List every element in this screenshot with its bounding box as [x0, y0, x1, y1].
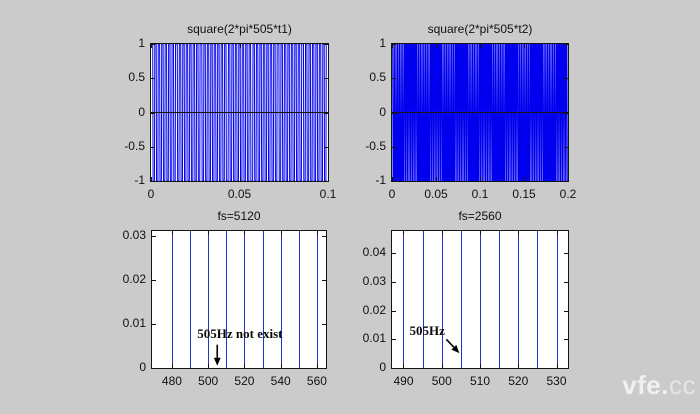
x-tick-label: 520: [508, 374, 529, 388]
subplot-spectrum-fs5120: fs=5120 480 500 520 540 560 0 0.01 0.02 0.03: [123, 209, 327, 388]
y-tick-label: -1: [375, 173, 386, 187]
x-tick-label: 490: [393, 374, 414, 388]
y-tick-label: 0.01: [362, 331, 386, 346]
subplot-signal-t2-title: square(2*pi*505*t2): [427, 22, 533, 36]
y-tick-label: 1: [379, 36, 386, 50]
watermark-brand: vfe.: [622, 370, 669, 400]
y-tick-label: 0.01: [122, 316, 146, 331]
x-tick-label: 520: [234, 374, 255, 388]
y-tick-label: -0.5: [124, 138, 145, 153]
x-tick-label: 540: [270, 374, 291, 388]
annotation-arrow: [445, 338, 460, 354]
y-tick-label: 0.02: [362, 302, 386, 317]
y-tick-label: 0.04: [362, 245, 386, 260]
y-tick-label: 0.5: [128, 70, 145, 85]
y-tick-label: 0: [379, 360, 386, 374]
y-tick-label: 0.5: [369, 70, 386, 85]
x-tick-label: 500: [198, 374, 219, 388]
subplot-spectrum-fs2560: fs=2560 490 500 510 520 530 0 0.01 0.02 0.03 0.04: [363, 209, 569, 388]
subplot-signal-t2-axes: [391, 43, 569, 182]
subplot-signal-t1-canvas: [151, 44, 328, 181]
subplot-spectrum-fs2560-canvas: [392, 231, 568, 368]
annotation-505hz: 505Hz: [409, 322, 445, 338]
subplot-spectrum-fs2560-title: fs=2560: [458, 209, 502, 223]
subplot-signal-t2: square(2*pi*505*t2) 0 0.05 0.1 0.15 0.2 1 0.5 0…: [365, 22, 576, 201]
subplot-signal-t1-axes: [150, 43, 329, 182]
x-tick-label: 0.15: [512, 187, 536, 201]
y-tick-label: 0: [379, 104, 386, 119]
y-tick-label: 0.02: [122, 272, 146, 287]
y-tick-label: 0.03: [122, 228, 146, 243]
subplot-spectrum-fs5120-title: fs=5120: [217, 209, 261, 223]
annotation-arrow: [213, 344, 221, 366]
x-tick-label: 0.1: [319, 187, 337, 201]
subplot-signal-t1-title: square(2*pi*505*t1): [187, 22, 292, 36]
y-tick-label: 0: [139, 360, 146, 374]
x-tick-label: 480: [161, 374, 182, 388]
x-tick-label: 0.05: [424, 187, 448, 201]
x-tick-label: 0.05: [227, 187, 252, 201]
x-tick-label: 0: [147, 187, 155, 201]
y-tick-label: 0.03: [362, 273, 386, 288]
x-tick-label: 0: [388, 187, 396, 201]
subplot-signal-t1: square(2*pi*505*t1) 0 0.05 0.1 1 0.5 0 -0.5 -1: [124, 22, 336, 201]
annotation-505hz-not-exist: 505Hz not exist: [197, 326, 283, 342]
subplot-spectrum-fs2560-axes: [391, 230, 569, 369]
x-tick-label: 560: [306, 374, 327, 388]
x-tick-label: 0.2: [559, 187, 577, 201]
y-tick-label: 0: [138, 104, 145, 119]
x-tick-label: 530: [546, 374, 567, 388]
x-tick-label: 500: [431, 374, 452, 388]
subplot-signal-t2-canvas: [392, 44, 568, 181]
y-tick-label: -0.5: [365, 138, 386, 153]
x-tick-label: 0.1: [471, 187, 489, 201]
watermark-suffix: cc: [669, 370, 696, 400]
subplot-spectrum-fs5120-axes: [151, 230, 327, 369]
watermark: vfe.cc: [622, 370, 696, 401]
y-tick-label: 1: [138, 36, 145, 50]
x-tick-label: 510: [469, 374, 491, 388]
subplot-spectrum-fs5120-canvas: [152, 231, 326, 368]
y-tick-label: -1: [134, 173, 145, 187]
